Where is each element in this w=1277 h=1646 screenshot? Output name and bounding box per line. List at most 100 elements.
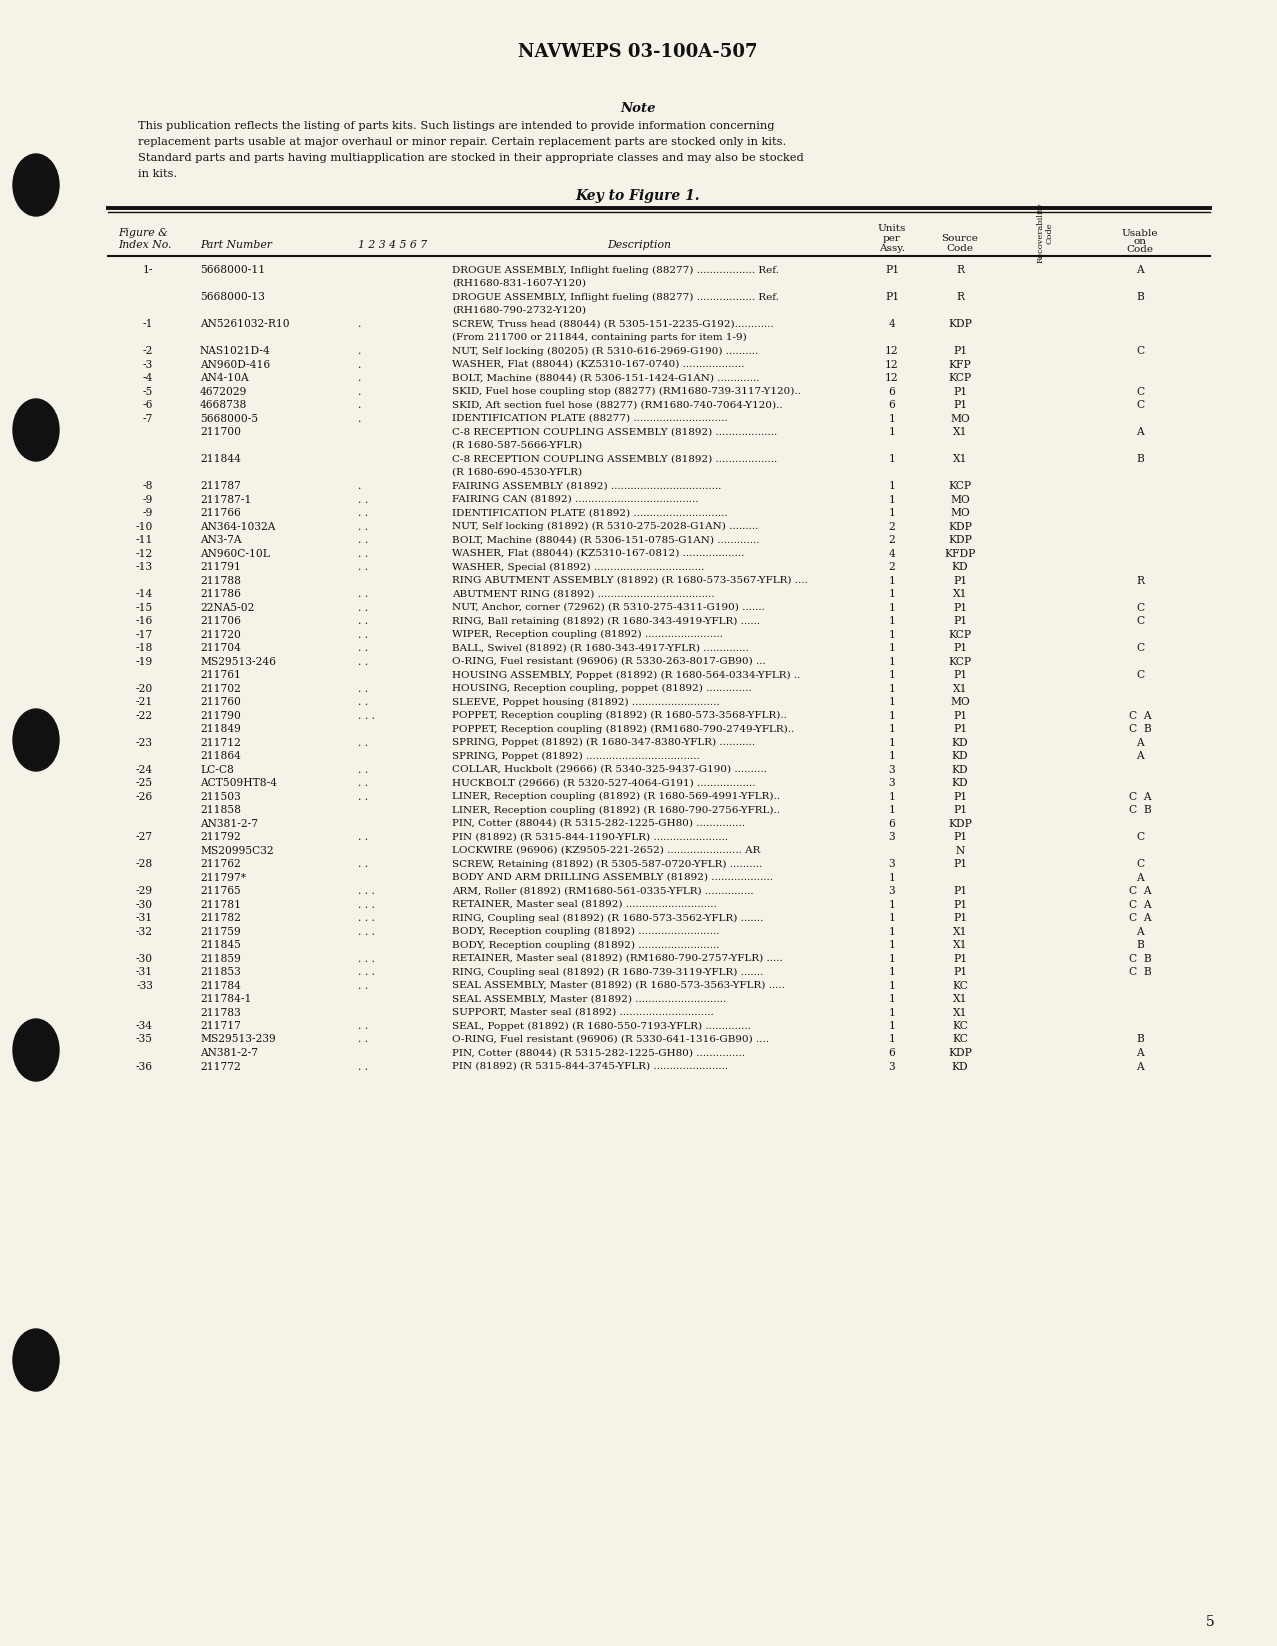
Text: SCREW, Retaining (81892) (R 5305-587-0720-YFLR) ..........: SCREW, Retaining (81892) (R 5305-587-072… [452,859,762,869]
Text: C  B: C B [1129,805,1152,815]
Text: -24: -24 [135,764,153,775]
Text: R: R [1137,576,1144,586]
Ellipse shape [13,709,59,770]
Text: KD: KD [951,764,968,775]
Text: SUPPORT, Master seal (81892) .............................: SUPPORT, Master seal (81892) ...........… [452,1007,714,1017]
Text: KDP: KDP [948,1049,972,1058]
Text: -7: -7 [143,413,153,423]
Text: P1: P1 [953,400,967,410]
Text: C  A: C A [1129,792,1152,802]
Text: 211791: 211791 [200,561,241,573]
Text: 1: 1 [889,644,895,653]
Ellipse shape [13,155,59,216]
Text: C: C [1137,831,1144,843]
Text: BALL, Swivel (81892) (R 1680-343-4917-YFLR) ..............: BALL, Swivel (81892) (R 1680-343-4917-YF… [452,644,748,652]
Text: RING, Coupling seal (81892) (R 1680-739-3119-YFLR) .......: RING, Coupling seal (81892) (R 1680-739-… [452,968,764,976]
Text: COLLAR, Huckbolt (29666) (R 5340-325-9437-G190) ..........: COLLAR, Huckbolt (29666) (R 5340-325-943… [452,765,767,774]
Text: -31: -31 [135,966,153,978]
Text: P1: P1 [953,346,967,356]
Text: A: A [1137,1049,1144,1058]
Text: KCP: KCP [949,629,972,640]
Text: Usable: Usable [1121,229,1158,237]
Text: 1: 1 [889,981,895,991]
Text: AN960D-416: AN960D-416 [200,359,271,369]
Text: -22: -22 [135,711,153,721]
Text: on: on [1134,237,1147,245]
Text: 1: 1 [889,872,895,882]
Text: 1: 1 [889,576,895,586]
Text: 1: 1 [889,724,895,734]
Text: X1: X1 [953,1007,967,1017]
Text: Code: Code [946,244,973,252]
Text: 211864: 211864 [200,751,241,760]
Text: NAVWEPS 03-100A-507: NAVWEPS 03-100A-507 [518,43,757,61]
Text: .: . [358,481,361,491]
Text: RETAINER, Master seal (81892) (RM1680-790-2757-YFLR) .....: RETAINER, Master seal (81892) (RM1680-79… [452,955,783,963]
Text: PIN (81892) (R 5315-844-1190-YFLR) .......................: PIN (81892) (R 5315-844-1190-YFLR) .....… [452,833,728,841]
Text: C: C [1137,602,1144,612]
Text: MO: MO [950,494,969,505]
Text: . .: . . [358,548,368,558]
Text: SPRING, Poppet (81892) ...................................: SPRING, Poppet (81892) .................… [452,752,700,760]
Text: 5: 5 [1207,1615,1214,1630]
Text: BODY AND ARM DRILLING ASSEMBLY (81892) ...................: BODY AND ARM DRILLING ASSEMBLY (81892) .… [452,872,773,882]
Text: LOCKWIRE (96906) (KZ9505-221-2652) ....................... AR: LOCKWIRE (96906) (KZ9505-221-2652) .....… [452,846,760,854]
Text: -19: -19 [135,657,153,667]
Text: KC: KC [953,981,968,991]
Text: C: C [1137,670,1144,680]
Text: P1: P1 [953,859,967,869]
Text: . .: . . [358,561,368,573]
Text: RETAINER, Master seal (81892) ............................: RETAINER, Master seal (81892) ..........… [452,900,716,909]
Text: -14: -14 [135,589,153,599]
Text: 1: 1 [889,629,895,640]
Text: SEAL ASSEMBLY, Master (81892) (R 1680-573-3563-YFLR) .....: SEAL ASSEMBLY, Master (81892) (R 1680-57… [452,981,785,989]
Text: SEAL, Poppet (81892) (R 1680-550-7193-YFLR) ..............: SEAL, Poppet (81892) (R 1680-550-7193-YF… [452,1022,751,1030]
Text: PIN (81892) (R 5315-844-3745-YFLR) .......................: PIN (81892) (R 5315-844-3745-YFLR) .....… [452,1062,728,1072]
Text: -34: -34 [135,1021,153,1030]
Text: 211717: 211717 [200,1021,241,1030]
Text: C  A: C A [1129,886,1152,895]
Text: B: B [1137,1034,1144,1045]
Text: A: A [1137,426,1144,436]
Text: . . .: . . . [358,914,375,923]
Text: C: C [1137,859,1144,869]
Text: . .: . . [358,589,368,599]
Text: 211784: 211784 [200,981,241,991]
Text: MO: MO [950,509,969,518]
Text: . .: . . [358,522,368,532]
Text: WASHER, Flat (88044) (KZ5310-167-0812) ...................: WASHER, Flat (88044) (KZ5310-167-0812) .… [452,550,744,558]
Text: Assy.: Assy. [879,244,905,252]
Text: 1: 1 [889,413,895,423]
Text: BOLT, Machine (88044) (R 5306-151-0785-G1AN) .............: BOLT, Machine (88044) (R 5306-151-0785-G… [452,535,760,545]
Text: 211759: 211759 [200,927,241,937]
Text: 211783: 211783 [200,1007,241,1017]
Text: 211797*: 211797* [200,872,246,882]
Text: (RH1680-831-1607-Y120): (RH1680-831-1607-Y120) [452,280,586,288]
Text: AN381-2-7: AN381-2-7 [200,818,258,828]
Text: 211792: 211792 [200,831,241,843]
Text: 211849: 211849 [200,724,241,734]
Text: 211787-1: 211787-1 [200,494,252,505]
Text: -9: -9 [143,494,153,505]
Text: -31: -31 [135,914,153,923]
Text: C  A: C A [1129,914,1152,923]
Text: DROGUE ASSEMBLY, Inflight fueling (88277) .................. Ref.: DROGUE ASSEMBLY, Inflight fueling (88277… [452,293,779,301]
Text: -16: -16 [135,616,153,625]
Text: B: B [1137,940,1144,950]
Text: . . .: . . . [358,927,375,937]
Text: 1: 1 [889,589,895,599]
Text: 1: 1 [889,670,895,680]
Text: RING, Ball retaining (81892) (R 1680-343-4919-YFLR) ......: RING, Ball retaining (81892) (R 1680-343… [452,617,760,625]
Text: . .: . . [358,696,368,708]
Text: KCP: KCP [949,374,972,384]
Text: 3: 3 [889,831,895,843]
Text: 211766: 211766 [200,509,241,518]
Text: . .: . . [358,1062,368,1072]
Text: . .: . . [358,779,368,788]
Text: 1: 1 [889,657,895,667]
Text: B: B [1137,454,1144,464]
Text: -1: -1 [143,319,153,329]
Text: X1: X1 [953,589,967,599]
Text: C  B: C B [1129,953,1152,963]
Text: KD: KD [951,737,968,747]
